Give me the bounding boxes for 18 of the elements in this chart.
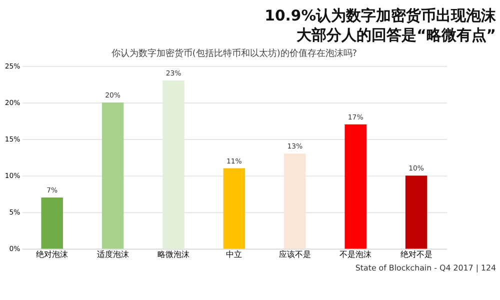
text: 大部分人的回答是“略微有点” [296,26,496,44]
text: 10.9%认为数字加密货币出现泡沫 [264,6,498,24]
bar [223,168,246,249]
x-tick-label: 应该不是 [278,250,311,260]
x-tick-label: 略微泡沫 [157,250,190,260]
text: State of Blockchain - Q4 2017 | 124 [355,263,496,272]
bar [284,154,306,249]
bar [162,80,184,249]
chart-title: 你认为数字加密货币(包括比特币和以太坊)的价值存在泡沫吗? [111,48,358,60]
x-tick-label: 适度泡沫 [96,250,129,260]
x-tick-label: 绝对不是 [400,250,432,260]
bar [102,102,124,249]
x-tick-label: 不是泡沫 [340,250,372,260]
bar [405,176,428,249]
x-tick-label: 绝对泡沫 [36,250,68,260]
bar [344,124,366,249]
bar [41,198,63,249]
x-tick-label: 中立 [226,250,242,260]
